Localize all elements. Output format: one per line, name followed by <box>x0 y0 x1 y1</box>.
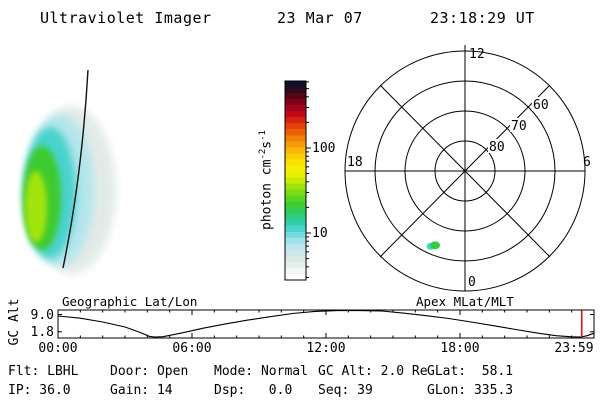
colorbar-gradient <box>284 80 307 281</box>
polar-lat-label-80: 80 <box>489 140 505 155</box>
polar-labels: 12 18 6 0 80 70 60 <box>347 47 591 290</box>
colorbar-label-base2: s <box>259 140 275 149</box>
status-flt: Flt: LBHL <box>8 364 79 379</box>
polar-spoke-diag-sw-ne <box>379 84 551 258</box>
timeline-xtick-1200: 12:00 <box>306 341 345 356</box>
header-time: 23:18:29 UT <box>430 9 535 27</box>
colorbar-axis-label: photon cm-2s-1 <box>258 118 274 242</box>
gc-alt-curve <box>57 310 595 338</box>
status-col-glat: GLat: 58.1 GLon: 335.3 <box>427 362 513 400</box>
uv-emission-image <box>23 69 116 274</box>
colorbar-tick-100: 100 <box>312 141 335 156</box>
colorbar-tick-10: 10 <box>312 226 328 241</box>
status-col-mode: Mode: Normal Dsp: 0.0 <box>214 362 308 400</box>
timeline-ylabel: GC Alt <box>7 292 22 352</box>
timeline-xtick-0600: 06:00 <box>172 341 211 356</box>
status-glat: GLat: 58.1 <box>427 364 514 379</box>
status-col-gcalt: GC Alt: 2.0 Re Seq: 39 <box>318 362 428 400</box>
polar-plot <box>344 45 586 292</box>
timeline-ytick-1_8: 1.8 <box>31 325 54 340</box>
colorbar-label-base1: photon cm <box>259 159 275 230</box>
polar-label-masks <box>488 97 551 153</box>
polar-mlt-label-0: 0 <box>468 275 476 290</box>
status-seq: Seq: 39 <box>318 383 373 398</box>
timeline-ylabel-text: GC Alt <box>7 298 22 346</box>
status-ip: IP: 36.0 <box>8 383 71 398</box>
timeline-title-right: Apex MLat/MLT <box>416 294 514 309</box>
status-door: Door: Open <box>110 364 189 379</box>
header-date: 23 Mar 07 <box>277 9 363 27</box>
status-mode: Mode: Normal <box>214 364 308 379</box>
status-col-flt: Flt: LBHL IP: 36.0 <box>8 362 78 400</box>
polar-aurora-spot <box>426 241 441 250</box>
status-glon: GLon: 335.3 <box>427 383 514 398</box>
status-gain: Gain: 14 <box>110 383 173 398</box>
page-title: Ultraviolet Imager <box>40 9 212 27</box>
colorbar: 100 10 <box>284 80 335 281</box>
colorbar-label-sup2: -1 <box>258 130 268 141</box>
status-dsp: Dsp: 0.0 <box>214 383 293 398</box>
timeline-xtick-2359: 23:59 <box>554 341 593 356</box>
polar-mlt-label-6: 6 <box>583 155 591 170</box>
timeline-ticks <box>58 310 594 338</box>
timeline-plot: Geographic Lat/Lon Apex MLat/MLT 9.0 1.8… <box>31 294 595 356</box>
timeline-xtick-0000: 00:00 <box>38 341 77 356</box>
status-col-door: Door: Open Gain: 14 <box>110 362 188 400</box>
timeline-ytick-9: 9.0 <box>31 308 54 323</box>
status-gcalt: GC Alt: 2.0 Re <box>318 364 428 379</box>
polar-lat-label-60: 60 <box>533 98 549 113</box>
polar-mlt-label-12: 12 <box>469 47 485 62</box>
polar-lat-label-70: 70 <box>511 119 527 134</box>
earth-limb-line <box>62 69 89 269</box>
colorbar-ticks <box>306 81 311 278</box>
uv-blob-core <box>25 171 47 243</box>
timeline-xtick-1800: 18:00 <box>440 341 479 356</box>
polar-mlt-label-18: 18 <box>347 155 363 170</box>
timeline-title-left: Geographic Lat/Lon <box>62 294 197 309</box>
colorbar-label-sup1: -2 <box>258 148 268 160</box>
